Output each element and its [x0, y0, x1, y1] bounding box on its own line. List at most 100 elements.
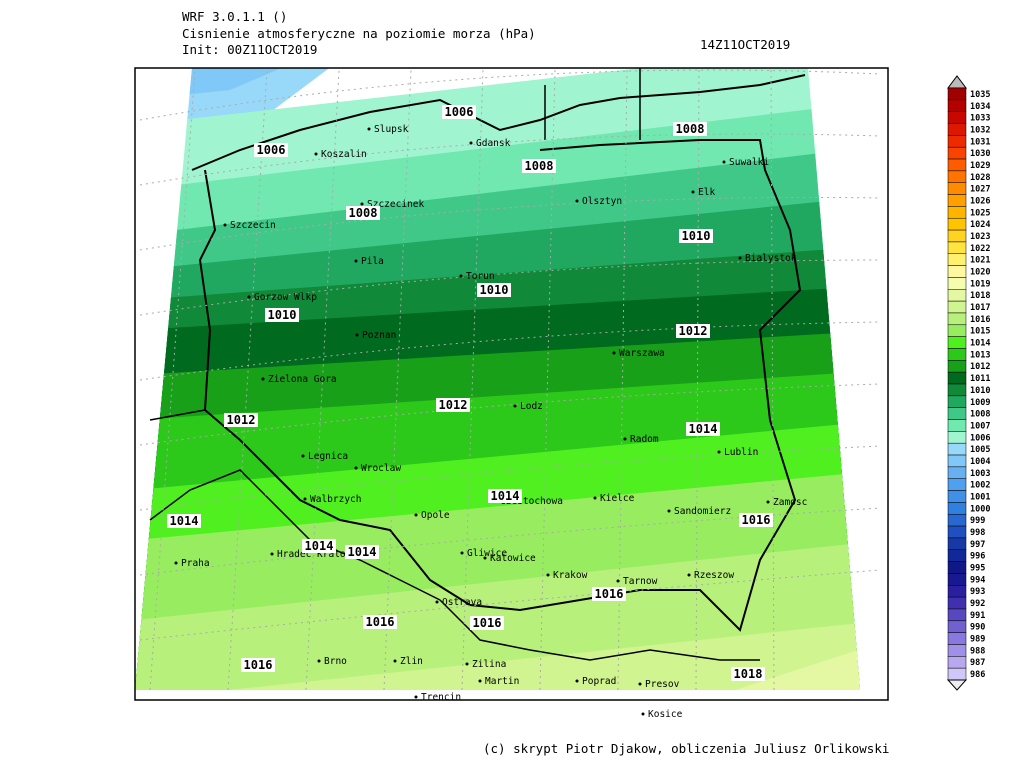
colorbar-label: 997: [970, 540, 985, 550]
city-marker: [465, 662, 469, 666]
colorbar-label: 1014: [970, 339, 990, 349]
colorbar-label: 1028: [970, 173, 990, 183]
contour-label-box: [442, 105, 476, 119]
model-name: WRF 3.0.1.1 (): [182, 9, 287, 24]
colorbar-label: 1023: [970, 232, 990, 242]
city-label: Ostrava: [442, 597, 482, 608]
city-label: Wroclaw: [361, 463, 401, 474]
contour-label: 1014: [491, 489, 520, 503]
colorbar-label: 1004: [970, 457, 990, 467]
contour-label: 1014: [689, 422, 718, 436]
colorbar-label: 1018: [970, 291, 990, 301]
contour-label-box: [477, 283, 511, 297]
pressure-band: [135, 620, 860, 690]
colorbar-label: 1032: [970, 125, 990, 135]
city-label: Radom: [630, 434, 659, 445]
colorbar-swatch: [947, 513, 967, 527]
contour-label: 1008: [349, 206, 378, 220]
colorbar-label: 1006: [970, 433, 990, 443]
city-marker: [354, 259, 358, 263]
colorbar-label: 989: [970, 635, 985, 645]
colorbar-label: 1019: [970, 279, 990, 289]
city-label: Presov: [645, 679, 680, 690]
colorbar-swatch: [947, 206, 967, 219]
city-marker: [638, 682, 642, 686]
colorbar-label: 986: [970, 670, 985, 680]
colorbar-label: 1034: [970, 102, 990, 112]
colorbar-label: 1020: [970, 268, 990, 278]
city-marker: [687, 573, 691, 577]
grid-line: [139, 259, 881, 316]
city-marker: [623, 437, 627, 441]
grid-line: [139, 507, 881, 576]
colorbar-label: 999: [970, 516, 985, 526]
contour-label-box: [679, 229, 713, 243]
city-label: Katowice: [490, 553, 536, 564]
colorbar-label: 1035: [970, 90, 990, 100]
city-label: Zamosc: [773, 497, 807, 508]
grid-line: [139, 569, 881, 641]
city-label: Poznan: [362, 330, 396, 341]
city-marker: [393, 659, 397, 663]
grid-line: [139, 133, 881, 186]
colorbar-swatch: [947, 608, 967, 622]
city-label: Tarnow: [623, 576, 658, 587]
city-label: Trencin: [421, 692, 461, 703]
city-label: Slupsk: [374, 124, 409, 135]
city-label: Martin: [485, 676, 519, 687]
coastline: [191, 74, 806, 171]
city-label: Krakow: [553, 570, 588, 581]
colorbar-swatch: [947, 466, 967, 479]
city-marker: [616, 579, 620, 583]
colorbar-label: 1022: [970, 244, 990, 254]
colorbar-label: 1030: [970, 149, 990, 159]
colorbar-label: 996: [970, 552, 985, 562]
city-marker: [354, 466, 358, 470]
colorbar-label: 988: [970, 646, 985, 656]
colorbar-swatch: [947, 478, 967, 491]
grid-line: [305, 69, 340, 691]
contour-label-box: [346, 206, 380, 220]
grid-line: [139, 445, 881, 511]
colorbar-label: 995: [970, 564, 985, 574]
contour-label: 1016: [595, 587, 624, 601]
colorbar-label: 991: [970, 611, 985, 621]
colorbar-top-arrow: [947, 75, 967, 89]
city-label: Poprad: [582, 676, 616, 687]
colorbar-swatch: [947, 395, 967, 408]
city-marker: [355, 333, 359, 337]
colorbar-swatch: [947, 667, 967, 681]
city-label: Elk: [698, 187, 715, 198]
city-marker: [459, 274, 463, 278]
city-marker: [360, 202, 364, 206]
colorbar-label: 1010: [970, 386, 990, 396]
colorbar-label: 1021: [970, 256, 990, 266]
country-borders: [149, 409, 760, 661]
colorbar-label: 1033: [970, 114, 990, 124]
grid-line: [539, 69, 556, 691]
colorbar-label: 1031: [970, 137, 990, 147]
city-marker: [314, 152, 318, 156]
contour-label-box: [224, 413, 258, 427]
colorbar-swatch: [947, 324, 967, 337]
city-label: Opole: [421, 510, 450, 521]
contour-label-box: [488, 489, 522, 503]
city-label: Zilina: [472, 659, 506, 670]
city-label: Brno: [324, 656, 347, 667]
contour-label: 1012: [439, 398, 468, 412]
colorbar-label: 1012: [970, 362, 990, 372]
city-marker: [301, 454, 305, 458]
colorbar-label: 1016: [970, 315, 990, 325]
city-label: Hradec Kralove: [277, 549, 357, 560]
colorbar-swatch: [947, 431, 967, 444]
colorbar-swatch: [947, 656, 967, 669]
city-label: Warszawa: [619, 348, 665, 359]
contour-label: 1016: [473, 616, 502, 630]
contour-label-box: [302, 539, 336, 553]
colorbar-swatch: [947, 442, 967, 456]
contour-label: 1012: [679, 324, 708, 338]
colorbar-swatch: [947, 194, 967, 207]
grid-line: [383, 69, 412, 691]
city-marker: [303, 497, 307, 501]
